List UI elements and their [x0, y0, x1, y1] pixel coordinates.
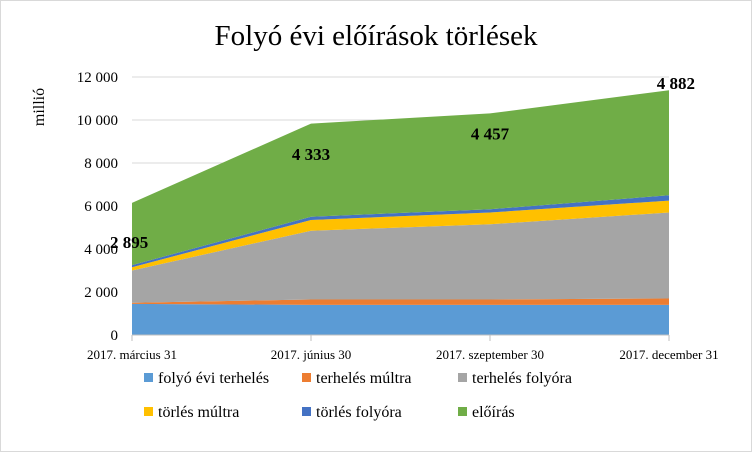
legend-entry: törlés múltra	[158, 404, 239, 421]
area-2	[132, 298, 669, 305]
x-tick-label: 2017. június 30	[271, 347, 352, 362]
legend-swatch	[458, 407, 467, 416]
data-labels: 2 895 4 333 4 457 4 882	[110, 74, 695, 252]
legend-entry: előírás	[472, 404, 515, 421]
y-axis-label: millió	[31, 88, 48, 126]
legend-entry: terhelés múltra	[316, 370, 412, 387]
legend-swatch	[144, 373, 153, 382]
area-3	[132, 212, 669, 303]
y-tick-label: 2 000	[84, 285, 118, 301]
y-tick-label: 4 000	[84, 242, 118, 258]
legend-swatch	[458, 373, 467, 382]
y-tick-label: 12 000	[77, 70, 118, 86]
area-4	[132, 200, 669, 271]
legend-entry: folyó évi terhelés	[158, 370, 269, 387]
area-1	[132, 303, 669, 335]
axes	[131, 334, 670, 341]
data-label: 4 882	[657, 74, 695, 93]
area-5	[132, 195, 669, 268]
data-label: 4 333	[292, 145, 330, 164]
legend-entry: terhelés folyóra	[472, 370, 572, 387]
legend-swatch	[302, 407, 311, 416]
y-axis-ticks: 0 2 000 4 000 6 000 8 000 10 000 12 000	[77, 70, 118, 344]
y-tick-label: 8 000	[84, 156, 118, 172]
legend: folyó évi terhelés terhelés múltra terhelé…	[144, 370, 572, 421]
y-tick-label: 6 000	[84, 199, 118, 215]
x-tick-label: 2017. december 31	[619, 347, 718, 362]
y-tick-label: 10 000	[77, 113, 118, 129]
y-tick-label: 0	[111, 328, 119, 344]
legend-swatch	[302, 373, 311, 382]
legend-swatch	[144, 407, 153, 416]
x-axis-ticks: 2017. március 31 2017. június 30 2017. sze…	[87, 347, 719, 362]
x-tick-label: 2017. szeptember 30	[436, 347, 544, 362]
legend-entry: törlés folyóra	[316, 404, 402, 421]
data-label: 2 895	[110, 233, 148, 252]
area-6	[132, 90, 669, 266]
area-series	[132, 90, 669, 335]
data-label: 4 457	[471, 124, 510, 143]
x-tick-label: 2017. március 31	[87, 347, 177, 362]
chart-title: Folyó évi előírások törlések	[215, 20, 538, 52]
